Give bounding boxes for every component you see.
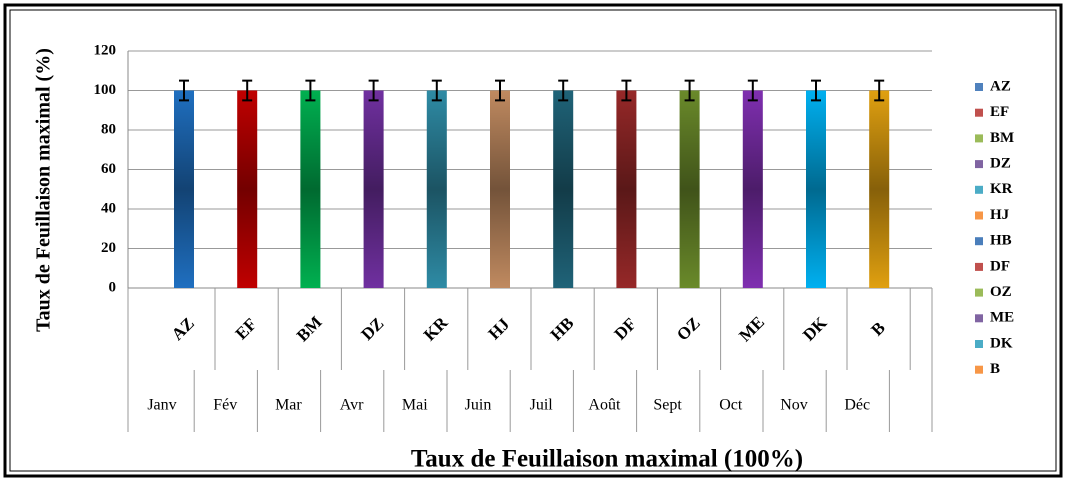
x-tick-label: EF [232,314,261,343]
bar-shade [300,90,321,288]
legend-swatch [975,288,983,297]
y-tick-label: 20 [101,240,116,256]
legend-label: DZ [990,156,1011,172]
x-tick-label: KR [420,313,452,345]
frame-inner [9,9,1057,472]
x-tick-label: HB [547,313,578,344]
group-label: Mai [402,397,428,414]
legend-label: DK [990,335,1013,351]
group-label: Oct [719,397,743,414]
frame [3,3,1063,478]
legend-label: HB [990,233,1012,249]
bar-shade [869,90,890,288]
bar-shade [363,90,384,288]
group-label: Août [588,397,621,414]
group-label: Nov [780,397,808,414]
y-tick-label: 60 [101,161,116,177]
bar-shade [553,90,574,288]
group-label: Janv [147,397,176,414]
x-tick-label: DK [799,313,831,345]
bar-shade [174,90,194,288]
legend-swatch [975,262,983,271]
bar-shade [490,90,510,288]
legend-swatch [975,108,983,117]
group-label: Déc [844,397,870,414]
group-label: Fév [213,397,237,414]
y-axis-label: Taux de Feuillaison maximal (%) [33,48,55,332]
bar-shade [742,90,763,288]
legend-label: BM [990,130,1014,146]
bar-shade [237,90,258,288]
group-label: Juil [530,397,554,414]
legend-swatch [975,185,983,194]
y-tick-label: 100 [94,82,117,98]
legend-label: ME [990,310,1014,326]
x-tick-label: BM [293,312,326,345]
x-tick-label: DF [611,314,640,343]
legend-swatch [975,365,983,374]
legend-label: AZ [990,78,1011,94]
legend-swatch [975,237,983,246]
x-tick-label: AZ [168,314,198,344]
y-tick-label: 80 [101,121,116,137]
x-axis-label: Taux de Feuillaison maximal (100%) [411,446,803,473]
legend-label: EF [990,104,1009,120]
legend-label: B [990,361,1000,377]
bar-shade [616,90,637,288]
y-tick-label: 0 [109,279,117,295]
y-tick-label: 120 [94,42,117,58]
legend-label: DF [990,258,1010,274]
legend-swatch [975,314,983,323]
group-label: Mar [275,397,302,414]
bar-shade [806,90,826,288]
group-label: Juin [465,397,492,414]
x-tick-label: OZ [673,313,704,344]
group-label: Avr [340,397,364,414]
legend-label: KR [990,181,1013,197]
legend-swatch [975,83,983,91]
legend-swatch [975,211,983,220]
legend-swatch [975,160,983,169]
legend-label: OZ [990,284,1012,300]
group-label: Sept [653,397,682,414]
x-tick-label: B [867,318,888,339]
legend-swatch [975,340,983,348]
y-tick-label: 40 [101,200,116,216]
bar-shade [426,90,447,288]
x-tick-label: ME [735,312,768,345]
x-tick-label: DZ [357,314,387,344]
bar-shade [679,90,700,288]
x-tick-label: HJ [484,314,513,343]
legend-swatch [975,134,983,143]
legend-label: HJ [990,207,1010,223]
